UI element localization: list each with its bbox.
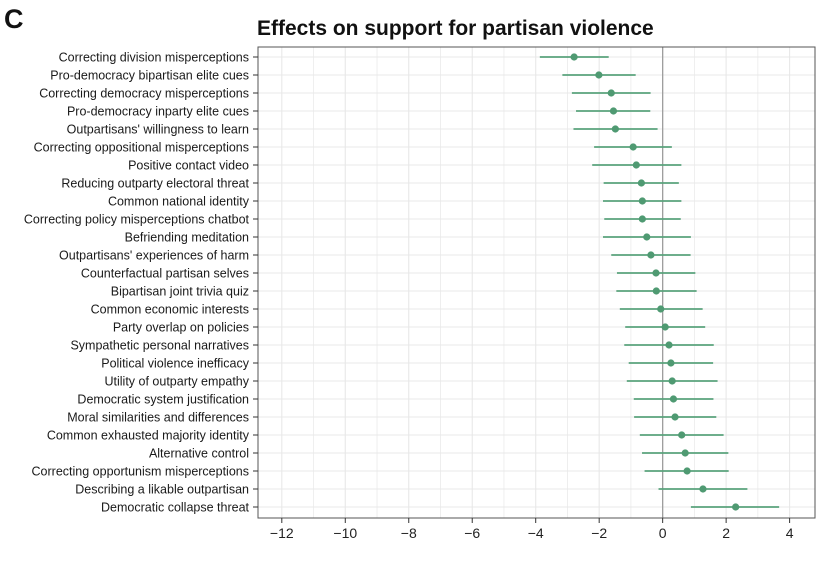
point-estimate <box>609 107 618 115</box>
plot-frame <box>257 46 816 519</box>
x-tick-label: 4 <box>786 525 794 541</box>
x-tick-label: −4 <box>528 525 544 541</box>
point-estimate <box>637 179 645 187</box>
category-label: Party overlap on policies <box>113 321 249 335</box>
category-label: Pro-democracy bipartisan elite cues <box>50 69 249 83</box>
category-label: Moral similarities and differences <box>67 411 249 425</box>
point-estimate <box>699 485 707 493</box>
marks <box>539 53 780 511</box>
point-estimate <box>683 467 691 475</box>
category-label: Political violence inefficacy <box>101 357 250 371</box>
category-label: Counterfactual partisan selves <box>81 267 249 281</box>
plot-background <box>258 47 815 518</box>
category-label: Correcting oppositional misperceptions <box>34 141 249 155</box>
category-label: Outpartisans' willingness to learn <box>67 123 249 137</box>
x-tick-label: −12 <box>270 525 294 541</box>
point-estimate <box>570 53 578 61</box>
category-label: Democratic collapse threat <box>101 501 250 515</box>
x-tick-label: 0 <box>659 525 667 541</box>
point-estimate <box>638 215 646 223</box>
category-label: Alternative control <box>149 447 249 461</box>
point-estimate <box>671 413 679 421</box>
x-tick-label: −2 <box>591 525 607 541</box>
point-estimate <box>678 431 686 439</box>
category-label: Common exhausted majority identity <box>47 429 250 443</box>
y-axis-labels: Correcting division misperceptions Pro-de… <box>24 51 258 515</box>
panel-label: C <box>4 4 24 34</box>
point-estimate <box>669 395 678 403</box>
point-estimate <box>661 323 669 331</box>
grid <box>257 46 816 519</box>
point-estimate <box>732 503 740 511</box>
category-label: Outpartisans' experiences of harm <box>59 249 249 263</box>
point-estimate <box>657 305 665 313</box>
x-tick-label: −6 <box>464 525 480 541</box>
category-label: Positive contact video <box>128 159 249 173</box>
category-label: Correcting division misperceptions <box>59 51 249 65</box>
category-label: Sympathetic personal narratives <box>70 339 249 353</box>
point-estimate <box>681 449 689 457</box>
x-tick-label: −10 <box>333 525 357 541</box>
point-estimate <box>652 269 660 277</box>
category-label: Describing a likable outpartisan <box>75 483 249 497</box>
point-estimate <box>665 341 673 349</box>
category-label: Common national identity <box>108 195 250 209</box>
point-estimate <box>595 71 603 79</box>
category-label: Bipartisan joint trivia quiz <box>111 285 249 299</box>
point-estimate <box>632 161 640 169</box>
point-estimate <box>611 125 619 133</box>
point-estimate <box>647 251 655 259</box>
point-estimate <box>652 287 660 295</box>
category-label: Reducing outparty electoral threat <box>61 177 249 191</box>
point-estimate <box>607 89 615 97</box>
category-label: Common economic interests <box>91 303 249 317</box>
category-label: Correcting opportunism misperceptions <box>32 465 249 479</box>
point-estimate <box>638 197 646 205</box>
category-label: Utility of outparty empathy <box>104 375 249 389</box>
category-label: Pro-democracy inparty elite cues <box>67 105 249 119</box>
point-estimate <box>629 143 637 151</box>
category-label: Correcting democracy misperceptions <box>39 87 249 101</box>
category-label: Democratic system justification <box>77 393 249 407</box>
chart-title: Effects on support for partisan violence <box>257 17 654 40</box>
x-tick-label: −8 <box>401 525 417 541</box>
x-tick-label: 2 <box>722 525 730 541</box>
category-label: Correcting policy misperceptions chatbot <box>24 213 250 227</box>
x-axis: −12 −10 −8 −6 −4 −2 0 2 4 <box>270 518 794 541</box>
point-estimate <box>643 233 651 241</box>
point-estimate <box>668 377 676 385</box>
point-estimate <box>667 359 675 367</box>
category-label: Befriending meditation <box>125 231 249 245</box>
